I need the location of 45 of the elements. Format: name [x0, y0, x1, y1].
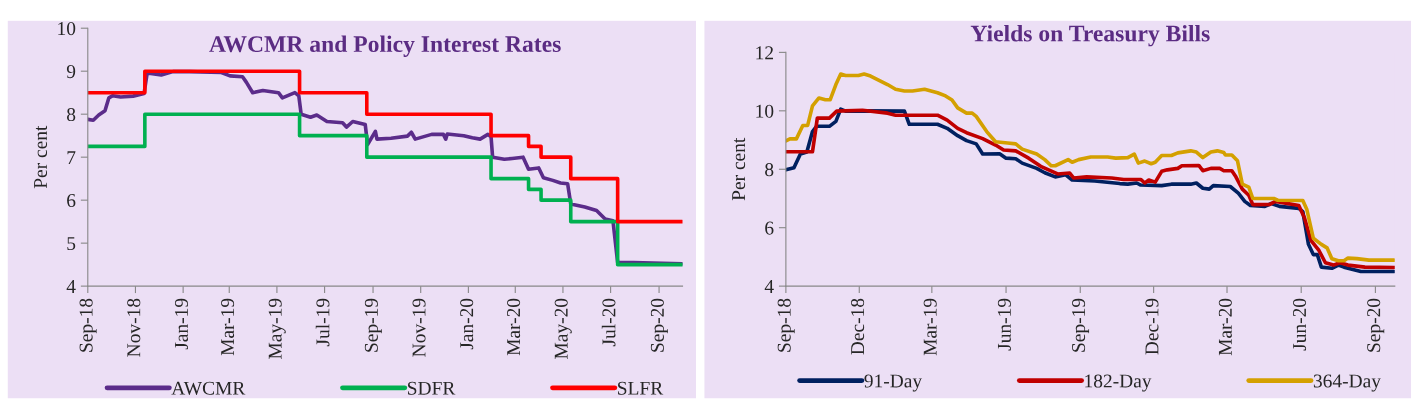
- x-tick-label: Sep-18: [79, 298, 97, 352]
- x-tick-label: Jun-20: [1292, 298, 1307, 351]
- y-tick-label: 12: [756, 46, 773, 60]
- x-tick-label: Mar-19: [923, 298, 937, 356]
- x-tick-label: Dec-19: [1145, 298, 1159, 355]
- line-series: [785, 72, 1395, 263]
- x-tick-label: May-20: [554, 298, 572, 359]
- x-tick-label: Sep-19: [1072, 298, 1090, 352]
- y-tick-label: 4: [66, 280, 76, 293]
- y-tick-label: 10: [58, 22, 76, 36]
- y-tick-label: 7: [67, 151, 76, 164]
- x-tick-label: Mar-19: [221, 298, 235, 356]
- y-tick-label: 10: [756, 104, 774, 118]
- y-tick-label: 8: [67, 108, 76, 122]
- chart-title: AWCMR and Policy Interest Rates: [209, 35, 561, 57]
- legend-label: AWCMR: [171, 381, 246, 395]
- y-tick-label: 5: [67, 237, 76, 251]
- x-tick-label: Nov-18: [127, 298, 141, 357]
- x-tick-label: May-19: [268, 298, 286, 359]
- x-tick-label: Jan-19: [174, 298, 188, 350]
- legend-label: SDFR: [408, 381, 456, 395]
- x-tick-label: Mar-20: [1218, 298, 1232, 356]
- x-tick-label: Jan-20: [460, 298, 474, 350]
- y-tick-label: 6: [67, 194, 76, 208]
- y-axis-title: Per cent: [732, 137, 746, 201]
- x-tick-label: Dec-18: [851, 298, 865, 355]
- x-tick-label: Jul-19: [315, 298, 330, 347]
- x-tick-label: Jun-19: [997, 298, 1011, 351]
- y-tick-label: 8: [765, 163, 774, 177]
- x-tick-label: Sep-20: [1367, 298, 1385, 352]
- y-tick-label: 4: [764, 280, 774, 293]
- chart-title: Yields on Treasury Bills: [970, 24, 1210, 47]
- x-tick-label: Jul-20: [601, 298, 616, 347]
- x-tick-label: Mar-20: [507, 298, 521, 356]
- x-tick-label: Sep-18: [777, 298, 795, 352]
- x-tick-label: Nov-19: [412, 298, 426, 357]
- x-tick-label: Sep-20: [650, 298, 668, 352]
- y-tick-label: 6: [765, 221, 774, 235]
- legend-label: 182-Day: [1085, 374, 1152, 392]
- x-tick-label: Sep-19: [364, 298, 382, 352]
- y-axis-title: Per cent: [34, 125, 48, 189]
- legend-label: SLFR: [618, 381, 664, 395]
- legend-label: 91-Day: [864, 374, 923, 392]
- y-tick-label: 9: [66, 65, 76, 79]
- legend-label: 364-Day: [1313, 374, 1381, 392]
